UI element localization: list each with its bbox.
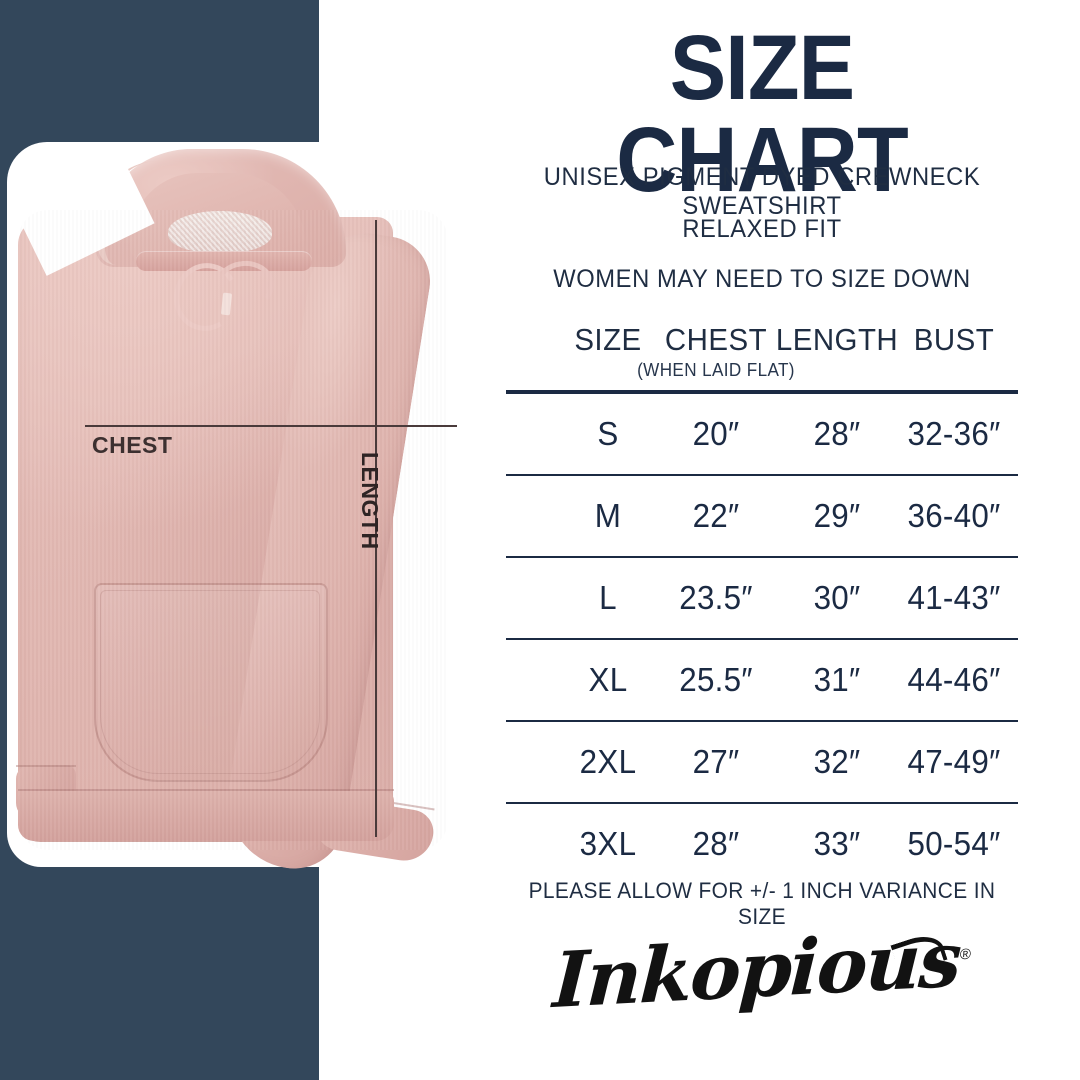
cell-length: 29″ — [813, 497, 861, 534]
column-header-size: SIZE — [574, 322, 642, 357]
table-row: L 23.5″ 30″ 41-43″ — [506, 558, 1018, 640]
cell-bust: 36-40″ — [907, 497, 1001, 534]
subtitle-product: UNISEX PIGMENT DYED CREWNECK SWEATSHIRT — [543, 163, 981, 220]
cell-bust: 32-36″ — [907, 415, 1001, 452]
garment-photo: CHEST LENGTH — [0, 0, 510, 1080]
page-title: SIZE CHART — [616, 17, 909, 211]
column-header-note: (WHEN LAID FLAT) — [637, 360, 795, 380]
cell-length: 28″ — [813, 415, 861, 452]
cell-bust: 47-49″ — [907, 743, 1001, 780]
table-row: S 20″ 28″ 32-36″ — [506, 394, 1018, 476]
subtitle-sizing-advice: WOMEN MAY NEED TO SIZE DOWN — [553, 265, 971, 293]
cell-bust: 41-43″ — [907, 579, 1001, 616]
cell-size: XL — [588, 661, 628, 698]
cell-chest: 27″ — [692, 743, 740, 780]
registered-trademark-icon: ® — [959, 945, 972, 964]
cell-size: 2XL — [579, 743, 637, 780]
bottom-hem — [18, 791, 394, 841]
cell-chest: 22″ — [692, 497, 740, 534]
subtitle-fit: RELAXED FIT — [682, 215, 842, 243]
table-row: 3XL 28″ 33″ 50-54″ — [506, 804, 1018, 884]
column-header-length: LENGTH — [775, 322, 899, 357]
brand-logo: Inkopious® — [506, 914, 1018, 1035]
column-header-bust: BUST — [913, 322, 995, 357]
cell-size: L — [599, 579, 617, 616]
table-header-rule — [506, 390, 1018, 394]
size-table: SIZE CHEST LENGTH BUST (WHEN LAID FLAT) … — [506, 322, 1018, 884]
cell-chest: 28″ — [692, 825, 740, 862]
table-row: XL 25.5″ 31″ 44-46″ — [506, 640, 1018, 722]
cell-size: M — [594, 497, 622, 534]
cell-chest: 25.5″ — [679, 661, 753, 698]
length-measure-label: LENGTH — [357, 452, 383, 550]
chart-column: SIZE CHART UNISEX PIGMENT DYED CREWNECK … — [506, 0, 1080, 1080]
cell-length: 30″ — [813, 579, 861, 616]
hood-liner-texture — [168, 211, 272, 253]
column-header-chest: CHEST — [664, 322, 768, 357]
variance-note: PLEASE ALLOW FOR +/- 1 INCH VARIANCE IN … — [528, 878, 996, 929]
table-row: 2XL 27″ 32″ 47-49″ — [506, 722, 1018, 804]
cell-length: 31″ — [813, 661, 861, 698]
cell-bust: 44-46″ — [907, 661, 1001, 698]
cell-length: 33″ — [813, 825, 861, 862]
cell-size: S — [597, 415, 619, 452]
neck-band — [136, 251, 312, 271]
length-measure-line — [375, 220, 377, 837]
cell-chest: 23.5″ — [679, 579, 753, 616]
sweatshirt-illustration — [16, 149, 488, 876]
left-cuff-seam — [16, 765, 76, 767]
cell-bust: 50-54″ — [907, 825, 1001, 862]
cell-length: 32″ — [813, 743, 861, 780]
table-header-row: SIZE CHEST LENGTH BUST (WHEN LAID FLAT) — [506, 322, 1018, 390]
chest-measure-line — [85, 425, 457, 427]
hem-seam — [18, 789, 394, 791]
table-row: M 22″ 29″ 36-40″ — [506, 476, 1018, 558]
chest-measure-label: CHEST — [92, 432, 173, 458]
cell-size: 3XL — [579, 825, 637, 862]
kangaroo-pocket-stitch — [100, 590, 320, 774]
cell-chest: 20″ — [692, 415, 740, 452]
